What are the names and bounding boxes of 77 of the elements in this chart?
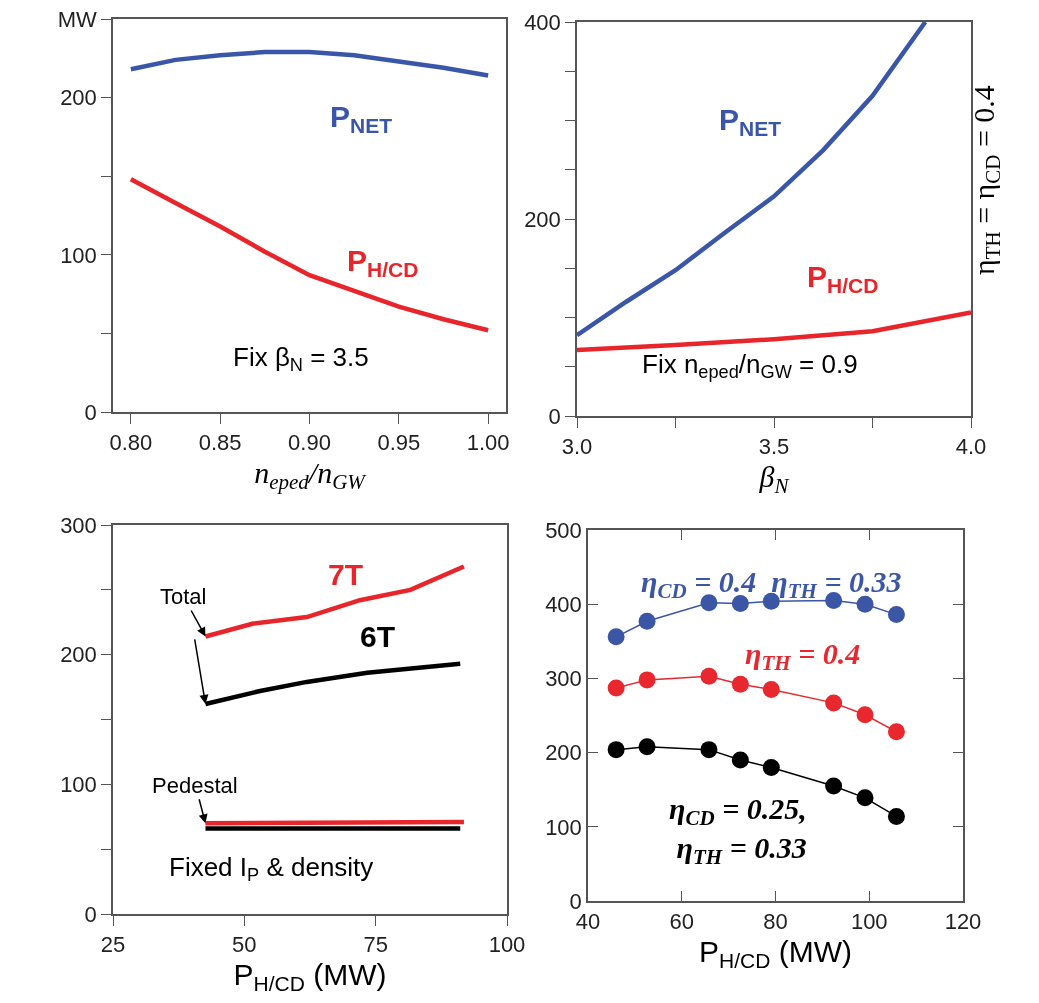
x-tick-label: 120 (944, 909, 982, 935)
y-tick-label: MW (57, 6, 98, 32)
point (825, 777, 843, 795)
point (825, 694, 843, 712)
point (731, 751, 749, 769)
x-tick-label: 1.00 (466, 430, 510, 456)
series-label: P$_{H/CD}$ (347, 244, 419, 282)
y-tick-label: 500 (545, 517, 582, 543)
series-label: 7T (328, 558, 364, 591)
series-label: P$_{NET}$ (719, 103, 782, 141)
line-series (128, 177, 491, 333)
y-tick-label: 100 (60, 772, 97, 798)
y-tick-label: 200 (524, 206, 561, 232)
point (887, 807, 905, 825)
x-tick-label: 0.85 (198, 430, 242, 456)
y-tick-label: 400 (545, 591, 582, 617)
x-tick-label: 80 (763, 909, 788, 935)
x-axis-title: P$_{H/CD}$ (MW) (233, 958, 387, 996)
series-label: P$_{NET}$ (330, 100, 393, 138)
x-tick-label: 0.95 (377, 430, 421, 456)
y-tick-label: 200 (545, 740, 582, 766)
point (700, 741, 718, 759)
x-tick-label: 3.5 (758, 434, 790, 460)
point (607, 679, 625, 697)
x-tick-label: 0.80 (109, 430, 153, 456)
point (762, 758, 780, 776)
x-tick-label: 100 (488, 932, 526, 958)
point (700, 667, 718, 685)
x-tick-label: 4.0 (955, 434, 987, 460)
x-axis-title: β$_{N}$ (758, 460, 790, 499)
x-tick-label: 25 (100, 932, 126, 958)
point (638, 671, 656, 689)
annotation: Pedestal (152, 773, 238, 798)
y-tick-label: 0 (84, 399, 97, 425)
x-tick-label: 50 (232, 932, 257, 958)
point (856, 706, 874, 724)
x-tick-label: 75 (363, 932, 388, 958)
x-axis-title: n$_{eped}$/n$_{GW}$ (254, 456, 368, 495)
series-label: η$_{CD}$ = 0.25, η$_{TH}$ = 0.33 (669, 792, 807, 870)
point (607, 741, 625, 759)
point (731, 594, 749, 612)
point (762, 681, 780, 699)
point (887, 606, 905, 624)
y-tick-label: 100 (60, 242, 97, 268)
series-label: η$_{TH}$ = 0.4 (745, 637, 861, 676)
y-tick-label: 200 (60, 642, 97, 668)
point (731, 675, 749, 693)
x-tick-label: 3.0 (561, 434, 593, 460)
point (825, 591, 843, 609)
point (638, 612, 656, 630)
y-tick-label: 400 (524, 9, 561, 35)
series-label: 6T (360, 620, 396, 653)
point (638, 738, 656, 756)
annotation: Fixed I$_{P}$ & density (169, 852, 374, 886)
x-axis-title: P$_{H/CD}$ (MW) (699, 935, 852, 973)
point (856, 789, 874, 807)
annotation: Fix β$_{N}$ = 3.5 (233, 342, 369, 376)
x-tick-label: 0.90 (288, 430, 331, 456)
series-label: P$_{H/CD}$ (807, 260, 879, 298)
y-tick-label: 0 (84, 901, 97, 927)
point (700, 594, 718, 612)
y-tick-label: 0 (548, 403, 561, 429)
point (607, 628, 625, 646)
annotation: Fix n$_{eped}$/n$_{GW}$ = 0.9 (642, 349, 858, 383)
y-tick-label: 200 (60, 85, 97, 111)
x-tick-label: 100 (850, 909, 888, 935)
point (887, 723, 905, 741)
y-tick-label: 100 (545, 814, 582, 840)
line-series (128, 49, 491, 78)
y-tick-label: 300 (60, 512, 97, 538)
line-series (577, 22, 928, 338)
y-tick-label: 300 (545, 666, 582, 692)
series-label: η$_{CD}$ = 0.4 η$_{TH}$ = 0.33 (641, 565, 902, 604)
point (856, 595, 874, 613)
x-tick-label: 60 (669, 909, 694, 935)
annotation: Total (160, 584, 207, 609)
line-series (577, 310, 971, 353)
